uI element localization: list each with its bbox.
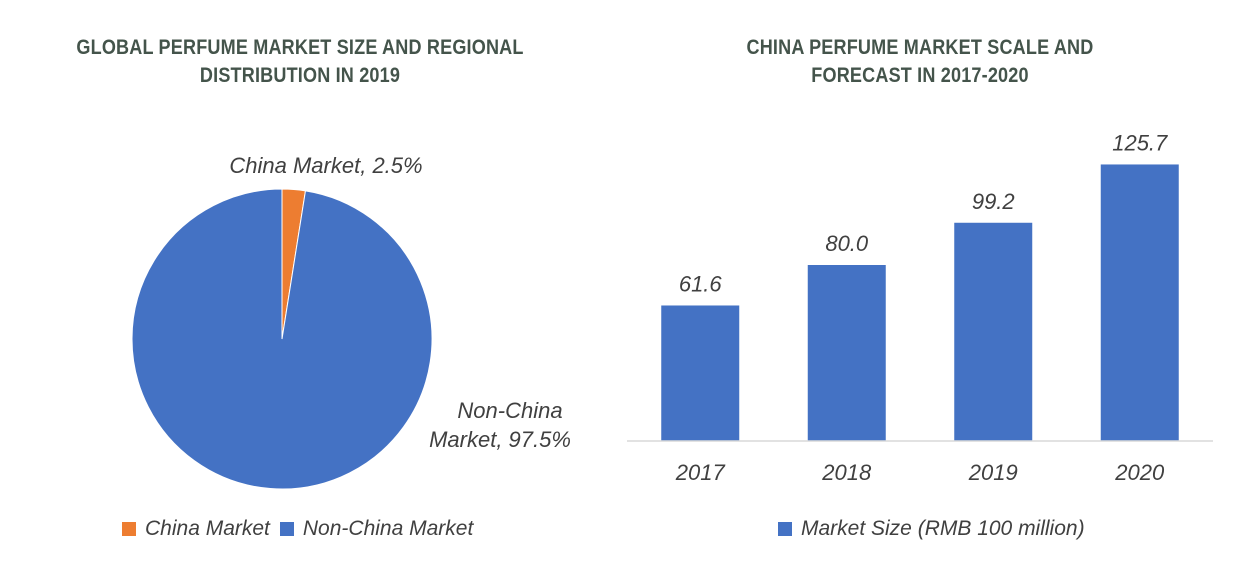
legend-item-china-market: China Market (122, 517, 270, 541)
bar-title-line-2: FORECAST IN 2017-2020 (811, 64, 1029, 87)
data-label-2020: 125.7 (1112, 130, 1168, 155)
x-tick-label-2018: 2018 (821, 460, 872, 485)
pie-label-non-china-line-2: Market, 97.5% (429, 427, 571, 452)
bar-2018 (807, 265, 886, 441)
pie-legend: China Market Non-China Market (122, 517, 483, 541)
pie-title-line-2: DISTRIBUTION IN 2019 (199, 64, 401, 87)
bar-legend: Market Size (RMB 100 million) (778, 517, 1095, 541)
legend-swatch-china-market (122, 522, 136, 536)
bar-2017 (661, 305, 740, 441)
pie-label-non-china-line-1: Non-China (457, 398, 562, 423)
pie-label-china-market: China Market, 2.5% (229, 153, 422, 178)
legend-item-market-size: Market Size (RMB 100 million) (778, 517, 1085, 541)
pie-title-line-1: GLOBAL PERFUME MARKET SIZE AND REGIONAL (76, 36, 524, 59)
bar-2019 (954, 222, 1033, 441)
legend-swatch-market-size (778, 522, 792, 536)
data-label-2018: 80.0 (825, 231, 869, 256)
pie-chart: China Market, 2.5% Non-China Market, 97.… (131, 153, 571, 490)
bar-marks: 61.6 2017 80.0 2018 99.2 2019 125.7 2020 (661, 130, 1179, 485)
x-tick-label-2019: 2019 (968, 460, 1018, 485)
bar-2020 (1100, 164, 1179, 441)
bar-chart-title: CHINA PERFUME MARKET SCALE AND FORECAST … (679, 34, 1161, 90)
x-tick-label-2020: 2020 (1114, 460, 1165, 485)
data-label-2017: 61.6 (679, 271, 723, 296)
bar-title-line-1: CHINA PERFUME MARKET SCALE AND (746, 36, 1094, 59)
pie-slice-non-china-market (131, 188, 433, 490)
pie-chart-title: GLOBAL PERFUME MARKET SIZE AND REGIONAL … (59, 34, 541, 90)
legend-label-china-market: China Market (145, 517, 270, 540)
data-label-2019: 99.2 (972, 189, 1015, 214)
legend-item-non-china-market: Non-China Market (279, 517, 474, 541)
legend-label-market-size: Market Size (RMB 100 million) (801, 517, 1085, 540)
legend-label-non-china-market: Non-China Market (302, 517, 474, 540)
pie-slices (131, 188, 433, 490)
legend-swatch-non-china-market (279, 522, 294, 536)
x-tick-label-2017: 2017 (675, 460, 726, 485)
